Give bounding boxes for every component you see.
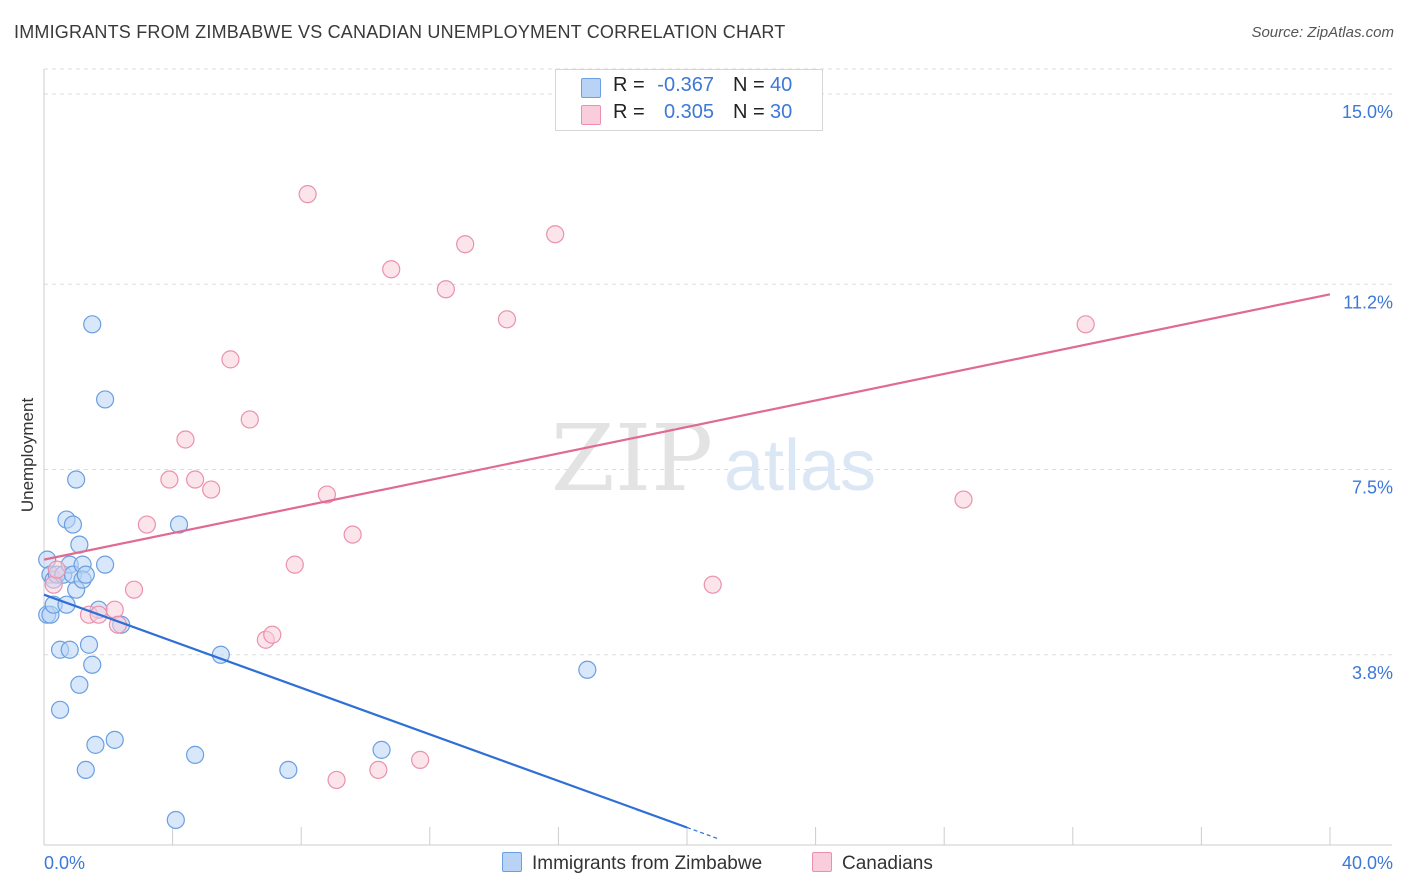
zimbabwe-point: [79, 635, 99, 654]
zimbabwe-point: [95, 390, 115, 409]
legend-r-label: R =: [613, 74, 645, 96]
legend-n-label: N =: [733, 101, 765, 123]
canadians-point: [497, 310, 517, 329]
legend-swatch-blue: [581, 78, 601, 98]
zimbabwe-point: [70, 675, 89, 694]
legend-swatch-pink: [581, 105, 601, 125]
canadians-point: [137, 515, 156, 534]
zimbabwe-point: [166, 810, 185, 830]
legend-r-value: 0.305: [663, 101, 714, 123]
zimbabwe-trend-line: [43, 593, 688, 829]
canadians-point: [221, 350, 240, 369]
zimbabwe-point: [76, 565, 95, 584]
zimbabwe-point: [60, 640, 79, 659]
legend-r-value: -0.367: [657, 74, 714, 96]
zimbabwe-point: [169, 515, 189, 534]
tick-labels: 3.8% 7.5% 11.2% 15.0% 0.0% 40.0%: [44, 102, 1393, 873]
canadians-point: [703, 575, 722, 594]
canadians-point: [411, 750, 430, 769]
correlation-legend: R = -0.367 N = 40 R = 0.305 N = 30: [555, 69, 823, 131]
legend-n-value: 40: [770, 74, 793, 96]
canadians-point: [240, 410, 259, 429]
zimbabwe-point: [372, 740, 391, 759]
data-points: [38, 185, 1095, 830]
bottom-legend-swatch-pink: [812, 852, 832, 872]
canadians-point: [546, 225, 565, 244]
canadians-point: [343, 525, 362, 544]
watermark-atlas: atlas: [724, 426, 876, 506]
legend-n-value: 30: [770, 101, 793, 123]
y-tick-label: 15.0%: [1342, 102, 1393, 122]
axes: [43, 69, 1392, 846]
canadians-point: [160, 470, 179, 489]
watermark: ZIP atlas: [551, 405, 876, 512]
watermark-zip: ZIP: [551, 405, 713, 512]
x-tick-label: 40.0%: [1342, 853, 1393, 873]
legend-n-label: N =: [733, 74, 765, 96]
canadians-point: [186, 470, 205, 489]
zimbabwe-point: [95, 555, 115, 574]
y-tick-label: 11.2%: [1343, 292, 1393, 312]
canadians-point: [47, 560, 66, 579]
canadians-point: [369, 760, 388, 780]
zimbabwe-point: [186, 745, 205, 764]
canadians-point: [105, 600, 124, 619]
bottom-legend-zimbabwe: Immigrants from Zimbabwe: [502, 852, 762, 875]
bottom-legend-label: Immigrants from Zimbabwe: [532, 853, 763, 874]
canadians-point: [202, 480, 221, 499]
zimbabwe-point: [105, 730, 124, 749]
zimbabwe-point: [63, 515, 83, 534]
canadians-point: [456, 235, 475, 254]
zimbabwe-point: [86, 735, 105, 754]
canadians-point: [44, 575, 63, 594]
zimbabwe-point: [76, 760, 95, 780]
x-tick-label: 0.0%: [44, 853, 85, 873]
gridlines: [44, 68, 1392, 656]
zimbabwe-point: [279, 760, 298, 780]
bottom-legend-label: Canadians: [842, 853, 933, 874]
zimbabwe-point: [578, 660, 597, 679]
legend-r-label: R =: [613, 101, 645, 123]
canadians-point: [263, 625, 282, 644]
zimbabwe-point: [83, 315, 102, 334]
canadians-trend-line: [43, 293, 1331, 561]
trend-lines: [43, 293, 1331, 840]
canadians-point: [954, 490, 973, 509]
y-axis-label: Unemployment: [18, 397, 37, 513]
canadians-point: [124, 580, 144, 599]
bottom-legend-swatch-blue: [502, 852, 522, 872]
canadians-point: [298, 185, 317, 204]
zimbabwe-trend-extension: [686, 826, 720, 840]
canadians-point: [436, 280, 455, 299]
canadians-point: [382, 260, 401, 279]
canadians-point: [176, 430, 195, 449]
y-tick-label: 7.5%: [1352, 478, 1393, 498]
zimbabwe-point: [50, 700, 70, 719]
zimbabwe-point: [83, 655, 102, 674]
canadians-point: [1076, 315, 1095, 334]
zimbabwe-point: [67, 470, 86, 489]
canadians-point: [317, 485, 337, 504]
chart-title: IMMIGRANTS FROM ZIMBABWE VS CANADIAN UNE…: [14, 22, 786, 42]
canadians-point: [285, 555, 304, 574]
y-tick-label: 3.8%: [1352, 663, 1393, 683]
bottom-legend-canadians: Canadians: [812, 852, 933, 875]
canadians-point: [327, 770, 346, 790]
source-note: Source: ZipAtlas.com: [1251, 24, 1394, 41]
